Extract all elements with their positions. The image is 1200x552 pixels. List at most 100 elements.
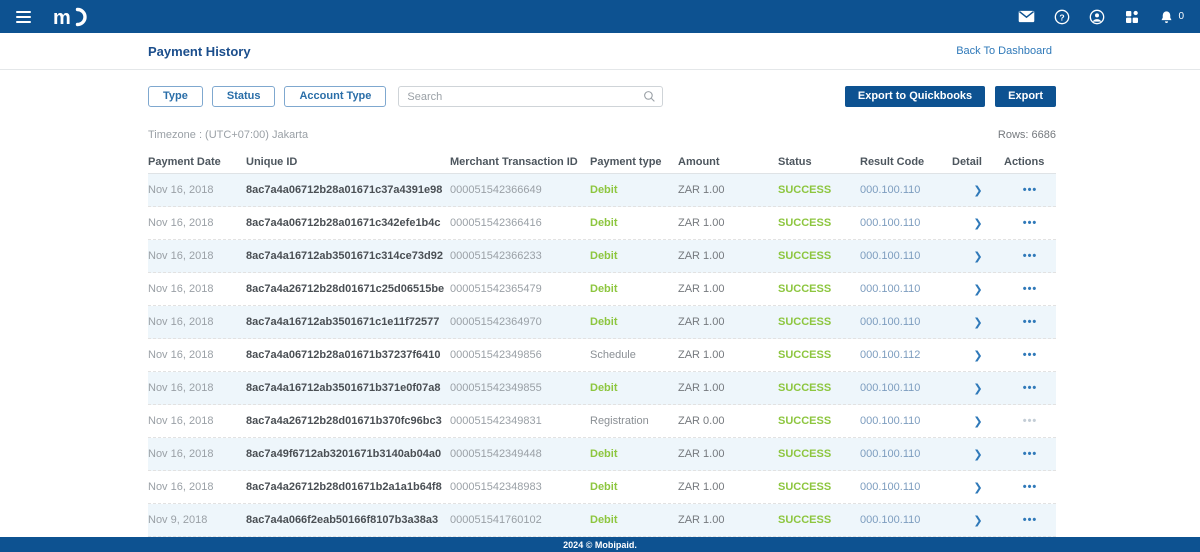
cell-unique-id: 8ac7a4a16712ab3501671b371e0f07a8 — [246, 382, 450, 394]
detail-chevron-icon[interactable]: ❯ — [973, 514, 982, 527]
table-row: Nov 16, 2018 8ac7a49f6712ab3201671b3140a… — [148, 438, 1056, 471]
cell-payment-type: Debit — [590, 514, 678, 526]
cell-payment-date: Nov 16, 2018 — [148, 448, 246, 460]
cell-payment-date: Nov 16, 2018 — [148, 217, 246, 229]
cell-merchant-transaction-id: 000051542364970 — [450, 316, 590, 328]
row-actions-ellipsis-icon[interactable]: ••• — [1023, 415, 1038, 427]
cell-merchant-transaction-id: 000051542349448 — [450, 448, 590, 460]
apps-grid-icon[interactable] — [1122, 7, 1142, 27]
cell-amount: ZAR 1.00 — [678, 283, 778, 295]
status-badge: SUCCESS — [778, 283, 860, 295]
row-actions-ellipsis-icon[interactable]: ••• — [1023, 283, 1038, 295]
row-actions-ellipsis-icon[interactable]: ••• — [1023, 184, 1038, 196]
detail-chevron-icon[interactable]: ❯ — [973, 481, 982, 494]
result-code-link[interactable]: 000.100.110 — [860, 184, 920, 196]
cell-payment-date: Nov 16, 2018 — [148, 250, 246, 262]
payment-history-content: Type Status Account Type Export to Quick… — [0, 70, 1200, 537]
cell-payment-type: Debit — [590, 382, 678, 394]
cell-unique-id: 8ac7a4a066f2eab50166f8107b3a38a3 — [246, 514, 450, 526]
profile-icon[interactable] — [1087, 7, 1107, 27]
status-badge: SUCCESS — [778, 415, 860, 427]
table-row: Nov 16, 2018 8ac7a4a16712ab3501671c314ce… — [148, 240, 1056, 273]
cell-payment-type: Debit — [590, 448, 678, 460]
status-badge: SUCCESS — [778, 481, 860, 493]
status-filter-button[interactable]: Status — [212, 86, 276, 107]
cell-unique-id: 8ac7a4a06712b28a01671c37a4391e98 — [246, 184, 450, 196]
result-code-link[interactable]: 000.100.110 — [860, 217, 920, 229]
cell-amount: ZAR 1.00 — [678, 349, 778, 361]
row-actions-ellipsis-icon[interactable]: ••• — [1023, 316, 1038, 328]
result-code-link[interactable]: 000.100.110 — [860, 415, 920, 427]
cell-amount: ZAR 1.00 — [678, 184, 778, 196]
type-filter-button[interactable]: Type — [148, 86, 203, 107]
status-badge: SUCCESS — [778, 514, 860, 526]
hamburger-menu-icon[interactable] — [14, 7, 33, 27]
cell-merchant-transaction-id: 000051542349856 — [450, 349, 590, 361]
row-actions-ellipsis-icon[interactable]: ••• — [1023, 481, 1038, 493]
cell-payment-type: Debit — [590, 184, 678, 196]
mail-icon[interactable] — [1016, 8, 1037, 25]
top-navigation-bar: m ? — [0, 0, 1200, 33]
detail-chevron-icon[interactable]: ❯ — [973, 283, 982, 296]
search-input[interactable] — [398, 86, 663, 107]
detail-chevron-icon[interactable]: ❯ — [973, 184, 982, 197]
cell-payment-date: Nov 16, 2018 — [148, 382, 246, 394]
row-actions-ellipsis-icon[interactable]: ••• — [1023, 448, 1038, 460]
detail-chevron-icon[interactable]: ❯ — [973, 316, 982, 329]
detail-chevron-icon[interactable]: ❯ — [973, 448, 982, 461]
svg-text:?: ? — [1060, 12, 1065, 22]
row-actions-ellipsis-icon[interactable]: ••• — [1023, 514, 1038, 526]
cell-merchant-transaction-id: 000051542349831 — [450, 415, 590, 427]
cell-amount: ZAR 1.00 — [678, 316, 778, 328]
header-detail: Detail — [952, 156, 1004, 168]
cell-unique-id: 8ac7a4a16712ab3501671c1e11f72577 — [246, 316, 450, 328]
detail-chevron-icon[interactable]: ❯ — [973, 415, 982, 428]
header-actions: Actions — [1004, 156, 1056, 168]
cell-unique-id: 8ac7a4a06712b28a01671b37237f6410 — [246, 349, 450, 361]
result-code-link[interactable]: 000.100.110 — [860, 283, 920, 295]
cell-merchant-transaction-id: 000051542348983 — [450, 481, 590, 493]
header-amount: Amount — [678, 156, 778, 168]
cell-payment-date: Nov 16, 2018 — [148, 349, 246, 361]
detail-chevron-icon[interactable]: ❯ — [973, 382, 982, 395]
table-header-row: Payment Date Unique ID Merchant Transact… — [148, 150, 1056, 174]
status-badge: SUCCESS — [778, 250, 860, 262]
page-title: Payment History — [148, 44, 251, 59]
cell-amount: ZAR 1.00 — [678, 217, 778, 229]
result-code-link[interactable]: 000.100.110 — [860, 481, 920, 493]
copyright-text: 2024 © Mobipaid. — [563, 540, 637, 550]
result-code-link[interactable]: 000.100.110 — [860, 316, 920, 328]
result-code-link[interactable]: 000.100.110 — [860, 514, 920, 526]
cell-payment-type: Registration — [590, 415, 678, 427]
detail-chevron-icon[interactable]: ❯ — [973, 349, 982, 362]
row-actions-ellipsis-icon[interactable]: ••• — [1023, 250, 1038, 262]
svg-text:m: m — [53, 7, 71, 28]
detail-chevron-icon[interactable]: ❯ — [973, 217, 982, 230]
cell-amount: ZAR 1.00 — [678, 481, 778, 493]
export-button[interactable]: Export — [995, 86, 1056, 107]
back-to-dashboard-link[interactable]: Back To Dashboard — [956, 45, 1052, 57]
header-merchant-transaction-id: Merchant Transaction ID — [450, 156, 590, 168]
export-to-quickbooks-button[interactable]: Export to Quickbooks — [845, 86, 985, 107]
status-badge: SUCCESS — [778, 184, 860, 196]
table-row: Nov 16, 2018 8ac7a4a16712ab3501671c1e11f… — [148, 306, 1056, 339]
header-unique-id: Unique ID — [246, 156, 450, 168]
cell-payment-date: Nov 16, 2018 — [148, 283, 246, 295]
account-type-filter-button[interactable]: Account Type — [284, 86, 386, 107]
detail-chevron-icon[interactable]: ❯ — [973, 250, 982, 263]
row-actions-ellipsis-icon[interactable]: ••• — [1023, 382, 1038, 394]
help-icon[interactable]: ? — [1052, 7, 1072, 27]
table-row: Nov 16, 2018 8ac7a4a06712b28a01671c37a43… — [148, 174, 1056, 207]
table-row: Nov 16, 2018 8ac7a4a26712b28d01671b370fc… — [148, 405, 1056, 438]
result-code-link[interactable]: 000.100.110 — [860, 448, 920, 460]
status-badge: SUCCESS — [778, 382, 860, 394]
notification-count: 0 — [1178, 12, 1184, 22]
result-code-link[interactable]: 000.100.112 — [860, 349, 920, 361]
row-actions-ellipsis-icon[interactable]: ••• — [1023, 217, 1038, 229]
result-code-link[interactable]: 000.100.110 — [860, 382, 920, 394]
mobipaid-logo-icon[interactable]: m — [53, 6, 87, 28]
notifications-bell-icon[interactable]: 0 — [1157, 7, 1186, 27]
search-icon — [643, 90, 656, 108]
row-actions-ellipsis-icon[interactable]: ••• — [1023, 349, 1038, 361]
result-code-link[interactable]: 000.100.110 — [860, 250, 920, 262]
